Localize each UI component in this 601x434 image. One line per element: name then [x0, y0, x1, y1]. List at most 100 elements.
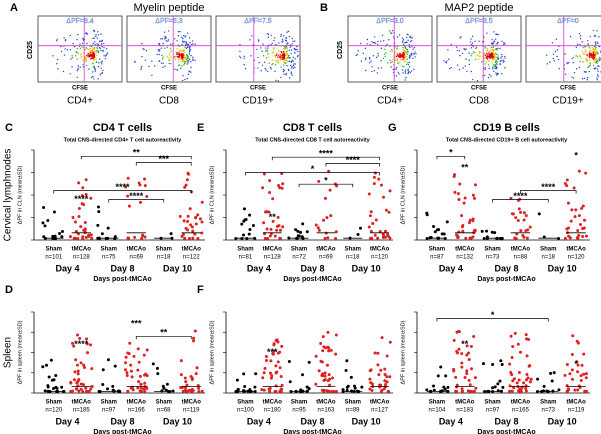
axis-label: CFSE: [382, 86, 398, 92]
dot: [576, 229, 580, 233]
group-label: tMCAo: [511, 400, 531, 406]
flow-dot: [594, 46, 597, 49]
flow-dot: [448, 67, 451, 70]
flow-dot: [464, 65, 466, 67]
flow-dot: [575, 46, 578, 49]
dot: [467, 358, 471, 362]
flow-dot: [264, 50, 267, 52]
dot: [452, 367, 456, 371]
flow-dot: [402, 40, 404, 42]
flow-dot: [62, 70, 65, 73]
flow-dot: [79, 47, 82, 49]
dot: [76, 333, 80, 337]
dot: [184, 226, 188, 230]
dot: [473, 376, 477, 380]
flow-dot: [491, 49, 493, 51]
dot: [519, 389, 523, 393]
flow-dot: [409, 71, 411, 74]
dot: [87, 234, 91, 238]
flow-dot: [458, 69, 461, 71]
flow-dot: [177, 64, 180, 67]
flow-dot: [281, 41, 283, 43]
dot: [571, 334, 575, 338]
dot: [581, 234, 585, 238]
flow-dot: [499, 60, 501, 62]
flow-dot: [372, 41, 374, 44]
flow-dot: [589, 52, 591, 55]
flow-dot: [243, 55, 245, 58]
flow-dot: [84, 57, 86, 59]
flow-dot: [93, 47, 96, 49]
dot: [552, 371, 556, 375]
dot: [71, 216, 75, 220]
flow-dot: [578, 33, 581, 35]
flow-dot: [592, 64, 595, 67]
flow-dot: [575, 68, 578, 70]
flow-dot: [79, 66, 81, 68]
n-label: n=165: [512, 408, 530, 414]
flow-dot: [404, 47, 407, 50]
dot: [524, 333, 528, 337]
day-label: Day 8: [300, 416, 324, 426]
flow-dot: [267, 33, 270, 36]
flow-dot: [192, 40, 194, 42]
flow-dot: [502, 61, 504, 63]
flow-dot: [500, 57, 502, 59]
dot: [58, 231, 62, 235]
flow-dot: [487, 64, 490, 66]
dot: [369, 210, 373, 214]
n-label: n=120: [45, 408, 63, 414]
flow-dot: [492, 64, 495, 66]
dot: [376, 363, 380, 367]
flow-dot: [292, 67, 295, 69]
axis-label: CFSE: [72, 86, 88, 92]
flow-dot: [282, 47, 285, 50]
flow-dot: [491, 39, 493, 41]
dot: [90, 236, 94, 240]
dot: [516, 342, 520, 346]
flow-dot: [412, 53, 415, 55]
dot: [128, 341, 132, 345]
flow-dot: [285, 73, 287, 75]
flow-dot: [377, 52, 379, 55]
dot: [270, 374, 274, 378]
flow-dot: [164, 47, 166, 50]
dot: [89, 196, 93, 200]
n-label: n=97: [486, 408, 500, 414]
dot: [179, 373, 183, 377]
flow-dot: [546, 63, 549, 65]
flow-dot: [181, 36, 183, 38]
flow-dot: [257, 67, 259, 69]
flow-dot: [52, 55, 54, 57]
dot: [527, 364, 531, 368]
dot: [323, 374, 327, 378]
dot: [380, 388, 384, 392]
dot: [276, 360, 280, 364]
flow-dot: [491, 53, 493, 55]
column-title: CD19 B cells: [473, 122, 540, 134]
dot: [387, 210, 391, 214]
n-label: n=120: [371, 255, 389, 261]
significance: ***: [131, 319, 142, 329]
flow-dot: [402, 46, 404, 49]
flow-dot: [185, 35, 187, 37]
flow-dot: [403, 65, 405, 68]
dot: [75, 387, 79, 391]
flow-dot: [357, 50, 360, 52]
flow-dot: [160, 47, 163, 49]
flow-dot: [280, 57, 282, 59]
flow-dot: [383, 53, 386, 55]
n-label: n=104: [428, 408, 446, 414]
flow-dot: [95, 58, 97, 60]
flow-dot: [96, 46, 98, 49]
flow-dot: [85, 57, 88, 59]
flow-dot: [371, 41, 373, 43]
flow-dot: [92, 71, 94, 73]
significance: ***: [267, 347, 278, 357]
dot: [498, 379, 502, 383]
bracket: [135, 335, 192, 340]
flow-dot: [294, 63, 296, 65]
flow-dot: [402, 39, 405, 41]
flow-dot: [391, 60, 393, 63]
dot: [274, 371, 278, 375]
